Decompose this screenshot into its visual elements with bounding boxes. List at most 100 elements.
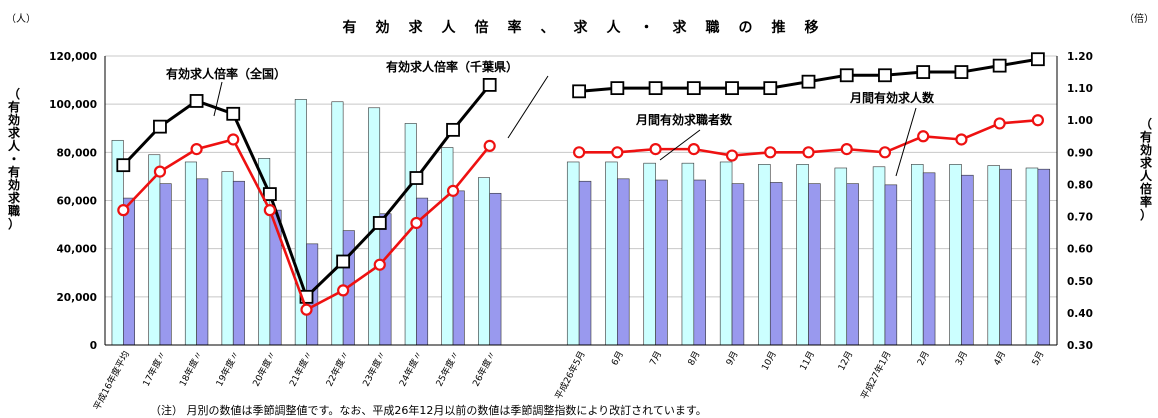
national-ratio-point xyxy=(992,58,1007,73)
national-ratio-point xyxy=(763,81,778,96)
category-label: 5月 xyxy=(1030,349,1047,367)
left-axis-tick-labels: 0 20,000 40,000 60,000 80,000 100,000 120,000 xyxy=(49,51,97,352)
bar-series-group xyxy=(111,99,1051,346)
right-tick-label: 0.40 xyxy=(1067,308,1093,320)
category-label: 平成27年1月 xyxy=(858,349,894,402)
category-label: 3月 xyxy=(953,349,970,367)
category-label: 24年度〃 xyxy=(396,349,425,389)
chiba-ratio-point xyxy=(993,117,1006,130)
chart-title: 有効求人倍率、求人・求職の推移 xyxy=(343,19,838,36)
left-tick-label: 80,000 xyxy=(56,147,97,159)
right-tick-label: 1.10 xyxy=(1067,83,1093,95)
national-ratio-point xyxy=(116,158,131,173)
right-unit-label: （倍） xyxy=(1124,12,1154,25)
chiba-ratio-point xyxy=(227,133,240,146)
national-ratio-point xyxy=(482,78,497,92)
category-label: 8月 xyxy=(686,349,703,367)
category-label: 20年度〃 xyxy=(250,349,279,389)
job-offers-bar xyxy=(1037,168,1051,346)
right-tick-label: 1.00 xyxy=(1067,115,1093,127)
job-seekers-bar xyxy=(911,164,924,346)
job-seekers-bar xyxy=(681,162,695,346)
right-tick-label: 1.20 xyxy=(1067,51,1093,63)
national-ratio-point xyxy=(262,187,277,201)
left-tick-label: 20,000 xyxy=(56,292,97,304)
national-ratio-point xyxy=(878,68,892,83)
chiba-ratio-point xyxy=(802,146,815,159)
category-label: 平成16年度平均 xyxy=(91,349,132,412)
category-label: 22年度〃 xyxy=(323,349,352,389)
national-ratio-point xyxy=(153,119,167,134)
job-offers-bar xyxy=(769,182,783,346)
chiba-ratio-point xyxy=(373,258,386,271)
job-offers-bar xyxy=(693,179,706,346)
left-axis-title: （有効求人・有効求職） xyxy=(8,86,21,231)
chiba-ratio-point xyxy=(1031,114,1044,127)
job-seekers-bar xyxy=(566,161,580,346)
job-offers-bar xyxy=(846,183,859,346)
annotation-job-offers-leader xyxy=(895,107,917,177)
national-ratio-point xyxy=(916,65,931,79)
job-offers-bar xyxy=(452,190,465,346)
annotation-national-leader xyxy=(213,81,223,117)
national-ratio-point xyxy=(409,171,424,185)
chiba-ratio-point xyxy=(649,143,662,156)
left-unit-label: （人） xyxy=(6,13,36,25)
annotation-chiba-leader xyxy=(507,75,549,139)
chiba-ratio-point xyxy=(300,303,313,316)
job-offers-bar xyxy=(922,172,936,346)
left-tick-label: 60,000 xyxy=(56,196,97,208)
national-ratio-point xyxy=(336,254,351,269)
national-ratio-point xyxy=(648,81,663,96)
right-tick-label: 0.30 xyxy=(1067,340,1093,352)
chiba-ratio-point xyxy=(917,130,930,143)
right-tick-label: 0.50 xyxy=(1067,276,1093,288)
job-seekers-bar xyxy=(719,161,733,346)
category-label: 26年度〃 xyxy=(470,349,499,389)
category-label: 18年度〃 xyxy=(177,349,206,389)
footnote: （注） 月別の数値は季節調整値です。なお、平成26年12月以前の数値は季節調整指… xyxy=(150,403,707,417)
job-seekers-bar xyxy=(258,158,271,346)
job-offers-bar xyxy=(655,179,668,346)
job-seekers-bar xyxy=(221,171,234,346)
job-offers-bar xyxy=(123,197,135,346)
chiba-ratio-point xyxy=(725,149,739,162)
job-seekers-bar xyxy=(796,164,809,346)
job-seekers-bar xyxy=(478,177,490,346)
national-ratio-point xyxy=(954,65,969,79)
category-label: 11月 xyxy=(798,349,817,372)
national-ratio-point xyxy=(446,122,460,137)
category-label: 17年度〃 xyxy=(140,349,169,389)
right-tick-label: 0.80 xyxy=(1067,179,1093,191)
chiba-ratio-point xyxy=(446,184,460,197)
chiba-ratio-point xyxy=(483,139,496,153)
national-ratio-point xyxy=(686,81,701,96)
chiba-ratio-point xyxy=(117,204,130,217)
job-offers-bar xyxy=(999,168,1012,346)
national-ratio-point xyxy=(839,68,854,83)
annotation-job-seekers-leader xyxy=(659,129,701,161)
category-labels: 平成16年度平均 17年度〃 18年度〃 19年度〃 20年度〃 21年度〃 22年度〃 23… xyxy=(91,349,1047,412)
chiba-ratio-point xyxy=(611,146,624,159)
right-axis-tick-labels: 0.30 0.40 0.50 0.60 0.70 0.80 0.90 1.00 1.10 1.20 xyxy=(1067,51,1093,352)
national-ratio-point xyxy=(189,94,204,108)
chiba-ratio-point xyxy=(410,216,423,230)
job-offers-bar xyxy=(232,180,245,346)
vertical-axis-labels: （有効求人・有効求職） （有効求人倍率） xyxy=(8,86,1153,231)
category-label: 2月 xyxy=(915,349,932,367)
job-seekers-bar xyxy=(949,164,962,346)
annotation-national-ratio: 有効求人倍率（全国） xyxy=(166,66,286,81)
category-label: 25年度〃 xyxy=(433,349,462,389)
job-seekers-bar xyxy=(184,161,197,346)
annotation-job-offers: 月間有効求人数 xyxy=(849,90,935,105)
job-seekers-bar xyxy=(758,164,771,346)
national-ratio-point xyxy=(1030,52,1045,67)
category-label: 9月 xyxy=(724,349,741,367)
chiba-ratio-point xyxy=(840,143,853,156)
category-label: 10月 xyxy=(760,349,779,372)
category-label: 平成26年5月 xyxy=(552,349,588,402)
job-seekers-bar xyxy=(441,147,454,346)
job-seekers-bar xyxy=(643,162,656,346)
category-label: 21年度〃 xyxy=(287,349,316,389)
